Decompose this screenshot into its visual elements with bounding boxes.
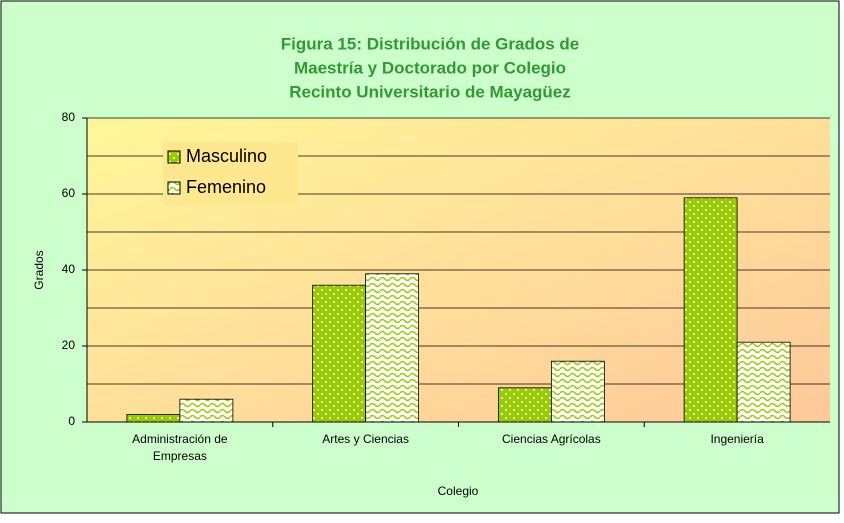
legend-swatch: [167, 150, 181, 164]
y-tick-label: 40: [62, 262, 76, 276]
legend-background: [163, 142, 298, 206]
bar: [312, 284, 367, 423]
title-line: Figura 15: Distribución de Grados de: [281, 34, 580, 53]
bar: [550, 360, 605, 423]
x-axis-label: Colegio: [438, 484, 479, 498]
bar: [497, 387, 552, 423]
y-tick-label: 80: [62, 110, 76, 124]
title-line: Maestría y Doctorado por Colegio: [294, 58, 566, 77]
legend-label: Masculino: [186, 146, 267, 166]
bar: [126, 413, 181, 423]
y-tick-label: 60: [62, 186, 76, 200]
bar: [683, 197, 738, 423]
x-tick-label: Ingeniería: [710, 432, 764, 446]
x-tick-label: Administración de Empresas: [132, 432, 228, 463]
x-tick-label: Artes y Ciencias: [322, 432, 409, 446]
chart-title: Figura 15: Distribución de Grados de Maes…: [281, 34, 580, 101]
legend-swatch: [167, 181, 181, 195]
bar: [179, 398, 234, 423]
y-tick-label: 20: [62, 338, 76, 352]
x-tick-label: Ciencias Agrícolas: [502, 432, 601, 446]
legend-label: Femenino: [186, 177, 266, 197]
y-tick-label: 0: [68, 414, 75, 428]
title-line: Recinto Universitario de Mayagüez: [289, 82, 571, 101]
bar: [365, 273, 420, 423]
y-axis-label: Grados: [32, 250, 46, 289]
bar: [736, 341, 791, 423]
